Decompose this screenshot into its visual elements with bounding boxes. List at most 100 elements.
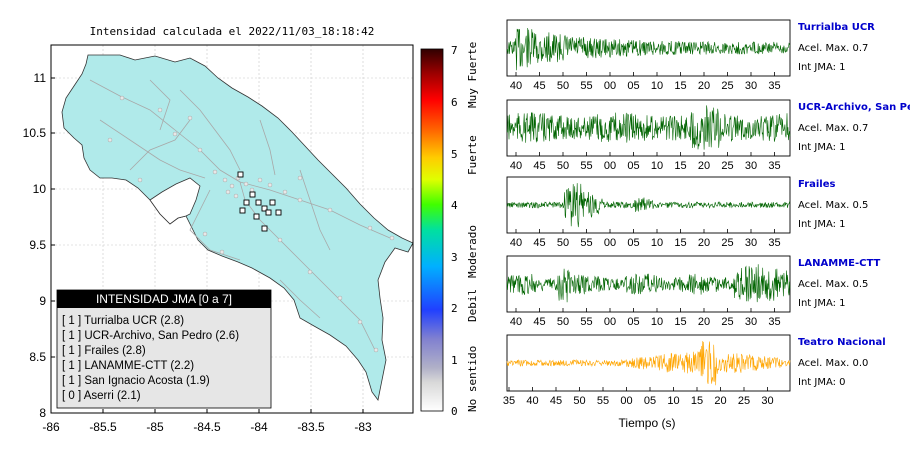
trace-tick-label: 50 [573, 395, 585, 407]
map-x-tick: -85 [146, 420, 164, 434]
station-name: UCR-Archivo, San Pedro [798, 102, 910, 113]
colorbar-label: Fuerte [466, 135, 479, 175]
waveform-trace [506, 341, 791, 386]
trace-tick-label: 30 [745, 160, 757, 172]
trace-tick-label: 10 [667, 395, 679, 407]
map-ticks [50, 77, 364, 413]
map-y-tick: 10 [33, 182, 47, 196]
trace-panel: 40 45 50 55 00 05 10 15 20 25 30 35 Turrialba UCR Ace… [506, 19, 875, 92]
legend-items: [ 1 ] Turrialba UCR (2.8) [ 1 ] UCR-Arch… [62, 315, 239, 402]
map-x-tick: -84.5 [193, 420, 221, 434]
trace-tick-label: 35 [768, 160, 780, 172]
trace-tick-label: 10 [651, 80, 663, 92]
trace-tick-label: 40 [526, 395, 538, 407]
colorbar-label: Debil [466, 289, 479, 322]
trace-tick-label: 25 [721, 316, 733, 328]
colorbar-ticks: 0 1 2 3 4 5 6 7 [451, 44, 458, 418]
waveform-trace [506, 264, 791, 303]
trace-tick-label: 10 [651, 160, 663, 172]
colorbar-tick: 3 [451, 251, 458, 264]
trace-tick-label: 25 [721, 237, 733, 249]
trace-panel: 35 40 45 50 55 00 05 10 15 20 25 30 Teatro Nacional A… [503, 334, 886, 407]
trace-tick-label: 20 [714, 395, 726, 407]
trace-tick-label: 35 [503, 395, 515, 407]
trace-panel: 40 45 50 55 00 05 10 15 20 25 30 35 UCR-Archivo, San… [506, 99, 910, 172]
trace-tick-label: 15 [674, 237, 686, 249]
trace-tick-label: 40 [510, 316, 522, 328]
trace-tick-label: 15 [674, 316, 686, 328]
trace-tick-label: 20 [698, 316, 710, 328]
legend-item: [ 0 ] Aserri (2.1) [62, 390, 141, 402]
colorbar-tick: 0 [451, 405, 458, 418]
trace-tick-label: 50 [557, 237, 569, 249]
trace-tick-label: 45 [533, 237, 545, 249]
colorbar-labels: No sentido Debil Moderado Fuerte Muy Fue… [466, 42, 479, 412]
station-max-acceleration: Acel. Max. 0.5 [798, 200, 868, 211]
map-y-tick: 10.5 [23, 126, 47, 140]
station-max-acceleration: Acel. Max. 0.5 [798, 279, 868, 290]
trace-tick-label: 45 [533, 80, 545, 92]
trace-tick-label: 05 [627, 316, 639, 328]
map-y-tick: 9.5 [29, 238, 46, 252]
intensity-legend: INTENSIDAD JMA [0 a 7] [ 1 ] Turrialba U… [56, 289, 272, 409]
legend-box [56, 289, 272, 409]
station-jma-intensity: Int JMA: 1 [798, 142, 846, 153]
station-name: LANAMME-CTT [798, 258, 880, 269]
station-jma-intensity: Int JMA: 1 [798, 219, 846, 230]
legend-header: INTENSIDAD JMA [0 a 7] [96, 292, 232, 306]
trace-tick-label: 35 [768, 316, 780, 328]
trace-tick-label: 15 [691, 395, 703, 407]
trace-tick-label: 25 [721, 80, 733, 92]
colorbar-gradient [420, 48, 444, 412]
trace-frame [506, 176, 791, 234]
accelerometer-markers [237, 171, 282, 232]
colorbar-label: Moderado [466, 225, 479, 278]
trace-tick-label: 45 [533, 160, 545, 172]
trace-tick-label: 30 [745, 316, 757, 328]
station-max-acceleration: Acel. Max. 0.7 [798, 43, 868, 54]
map-y-tick: 8.5 [29, 350, 46, 364]
map-x-tick: -84 [250, 420, 268, 434]
map-frame [50, 44, 414, 414]
map-y-tick-labels: 11 10.5 10 9.5 9 8.5 8 [23, 71, 47, 420]
map-title: Intensidad calculada el 2022/11/03_18:18… [90, 25, 375, 38]
station-jma-intensity: Int JMA: 1 [798, 62, 846, 73]
waveform-panels: 40 45 50 55 00 05 10 15 20 25 30 35 Turrialba UCR Ace… [503, 19, 910, 407]
map-x-tick: -85.5 [89, 420, 117, 434]
trace-tick-label: 00 [620, 395, 632, 407]
trace-tick-label: 05 [627, 160, 639, 172]
trace-tick-label: 55 [580, 80, 592, 92]
time-axis-label: Tiempo (s) [619, 416, 676, 430]
trace-tick-label: 35 [768, 237, 780, 249]
trace-tick-label: 00 [604, 80, 616, 92]
colorbar-tick: 6 [451, 96, 458, 109]
gulf-of-nicoya [149, 177, 201, 225]
waveform-trace [506, 183, 791, 228]
station-name: Frailes [798, 179, 836, 190]
station-max-acceleration: Acel. Max. 0.0 [798, 358, 868, 369]
trace-tick-label: 55 [580, 237, 592, 249]
trace-tick-label: 05 [627, 80, 639, 92]
map-x-tick-labels: -86 -85.5 -85 -84.5 -84 -83.5 -83 [42, 420, 372, 434]
trace-tick-label: 50 [557, 80, 569, 92]
station-name: Turrialba UCR [798, 22, 875, 33]
station-jma-intensity: Int JMA: 1 [798, 298, 846, 309]
trace-tick-label: 55 [597, 395, 609, 407]
trace-tick-label: 00 [604, 237, 616, 249]
legend-item: [ 1 ] LANAMME-CTT (2.2) [62, 360, 194, 372]
trace-tick-label: 40 [510, 237, 522, 249]
colorbar-tick: 7 [451, 44, 458, 57]
map-y-tick: 9 [39, 294, 46, 308]
legend-item: [ 1 ] Turrialba UCR (2.8) [62, 315, 184, 327]
trace-tick-label: 20 [698, 160, 710, 172]
road-network [89, 79, 391, 351]
legend-item: [ 1 ] Frailes (2.8) [62, 345, 146, 357]
station-name: Teatro Nacional [798, 337, 886, 348]
trace-tick-label: 05 [627, 237, 639, 249]
map-x-tick: -83.5 [297, 420, 325, 434]
station-jma-intensity: Int JMA: 0 [798, 377, 846, 388]
trace-tick-label: 55 [580, 160, 592, 172]
waveform-trace [506, 105, 791, 150]
trace-tick-label: 20 [698, 80, 710, 92]
